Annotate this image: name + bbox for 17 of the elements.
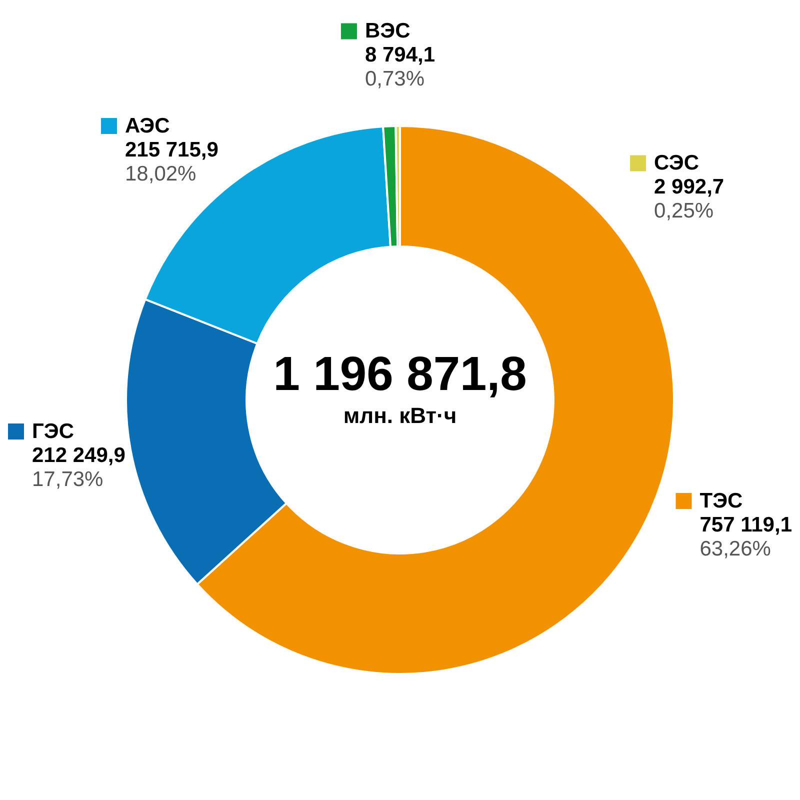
text: млн. кВт·ч	[342, 402, 458, 430]
text: 18,02%	[125, 162, 196, 186]
data-label: 212 249,9	[32, 444, 126, 467]
text: 0,73%	[364, 68, 425, 91]
data-label: 2 992,7	[654, 176, 724, 199]
legend-label: СЭС	[654, 152, 700, 175]
data-label: 757 119,1	[700, 513, 792, 536]
legend-label: ВЭС	[364, 20, 410, 43]
text: 0,25%	[654, 200, 714, 223]
data-label: 215 715,9	[125, 138, 218, 162]
data-label: 8 794,1	[364, 44, 436, 67]
legend-label: АЭС	[125, 114, 170, 138]
text: 63,26%	[700, 537, 771, 560]
text: 17,73%	[32, 468, 104, 491]
legend-label: ГЭС	[32, 420, 74, 443]
legend-label: ТЭС	[700, 489, 743, 512]
text: 1 196 871,8	[272, 348, 528, 402]
